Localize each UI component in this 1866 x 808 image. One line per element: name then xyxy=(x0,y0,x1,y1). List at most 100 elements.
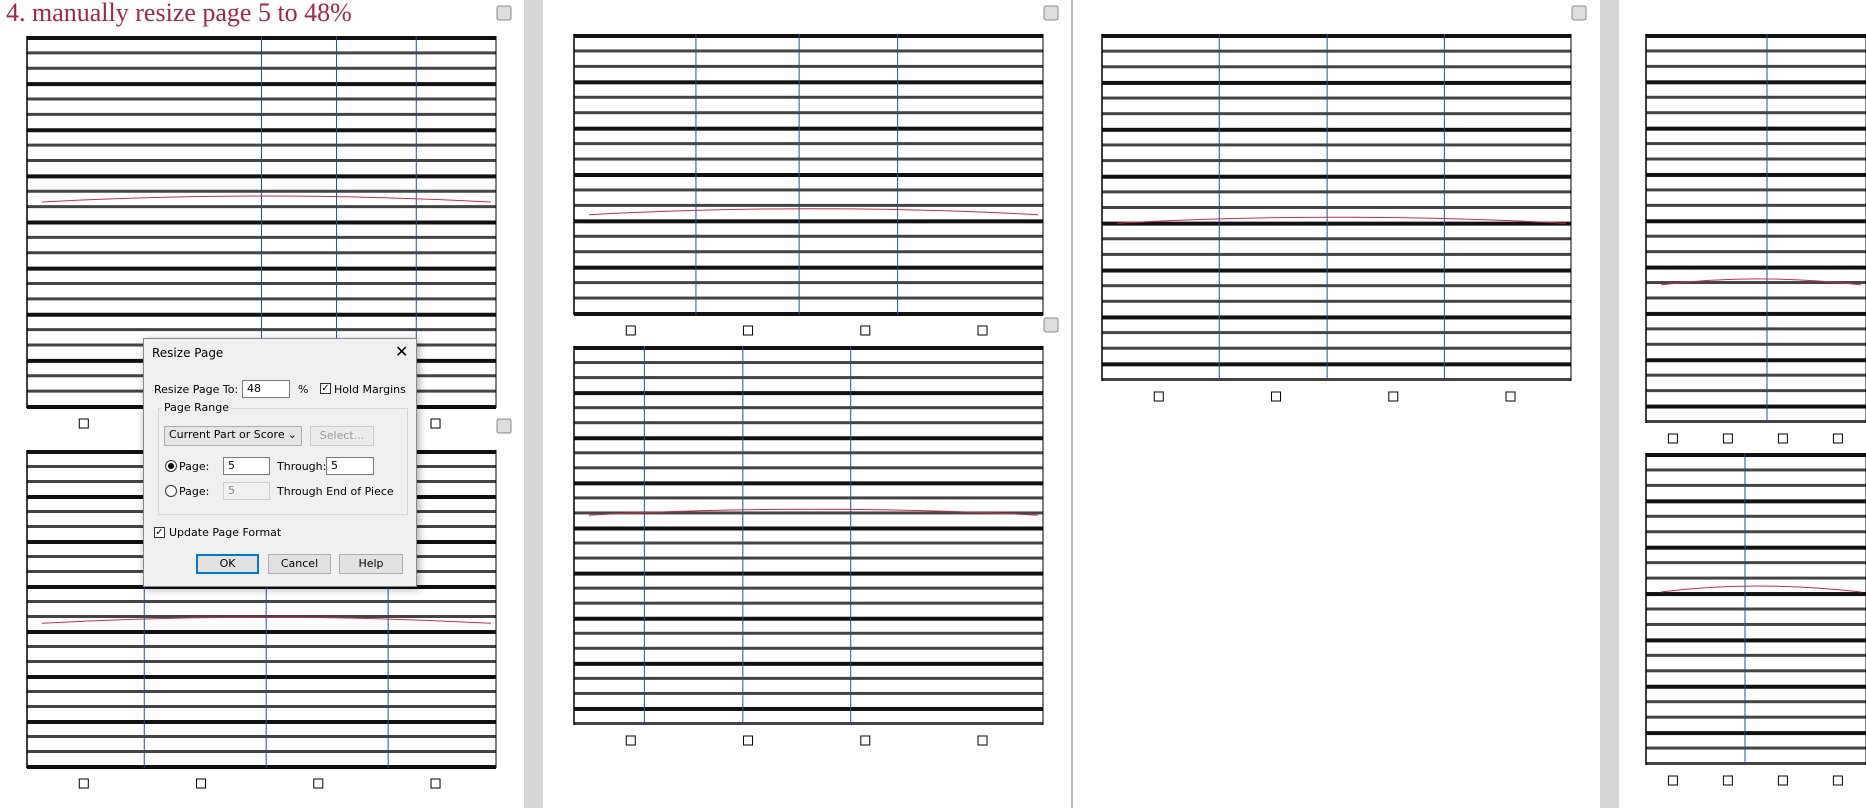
measure-box xyxy=(977,325,988,336)
group-box xyxy=(158,408,408,515)
staff xyxy=(1102,65,1571,69)
staff xyxy=(1646,327,1866,331)
staff xyxy=(574,142,1043,146)
staff xyxy=(574,451,1043,455)
label: Hold Margins xyxy=(334,383,406,396)
staff xyxy=(1646,715,1866,719)
staff xyxy=(574,616,1043,621)
staff xyxy=(574,541,1043,545)
staff xyxy=(574,157,1043,161)
staff xyxy=(1102,34,1571,38)
staff xyxy=(1646,342,1866,346)
staff xyxy=(1102,143,1571,147)
staff xyxy=(1646,576,1866,580)
staff xyxy=(1102,315,1571,320)
help-button[interactable]: Help xyxy=(339,554,403,574)
staff xyxy=(1102,49,1571,53)
resize-input[interactable]: 48 xyxy=(242,380,290,398)
staff xyxy=(1646,746,1866,750)
staff xyxy=(574,64,1043,68)
measure-box xyxy=(743,735,754,746)
measure-box xyxy=(1777,775,1788,786)
measure-box xyxy=(1832,433,1843,444)
staff xyxy=(574,436,1043,441)
measure-box xyxy=(196,778,207,789)
page-radio[interactable] xyxy=(165,485,177,497)
update-format-checkbox[interactable]: ✓ xyxy=(154,527,165,538)
staff xyxy=(1102,299,1571,303)
staff xyxy=(574,661,1043,666)
staff xyxy=(574,706,1043,711)
staff xyxy=(1102,96,1571,100)
hold-margins-checkbox[interactable]: ✓ xyxy=(320,383,331,394)
staff xyxy=(1646,404,1866,409)
dialog-title: Resize Page xyxy=(152,346,224,360)
staff xyxy=(1646,358,1866,363)
select-button[interactable]: Select... xyxy=(310,426,374,446)
staff xyxy=(574,361,1043,365)
range-dropdown[interactable]: Current Part or Score ⌄ xyxy=(164,426,302,446)
staff xyxy=(574,219,1043,224)
staff xyxy=(1646,389,1866,393)
close-button[interactable]: ✕ xyxy=(395,342,409,361)
dropdown-arrow: ⌄ xyxy=(287,428,297,441)
page-from-input[interactable]: 5 xyxy=(223,457,270,475)
page-disabled-input: 5 xyxy=(223,482,270,500)
staff xyxy=(1102,284,1571,288)
staff xyxy=(574,312,1043,316)
staff xyxy=(1646,250,1866,254)
staff xyxy=(27,750,496,753)
staff xyxy=(27,705,496,708)
dropdown-value: Current Part or Score xyxy=(169,428,285,441)
page-radio[interactable] xyxy=(165,460,177,472)
staff xyxy=(27,720,496,724)
staff xyxy=(27,645,496,648)
staff xyxy=(574,80,1043,85)
slur xyxy=(1660,278,1862,286)
slur xyxy=(588,508,1039,516)
staff xyxy=(1646,468,1866,472)
label: Resize Page To: xyxy=(154,383,239,396)
staff xyxy=(574,526,1043,531)
measure-box xyxy=(1505,391,1516,402)
staff xyxy=(574,95,1043,99)
staff xyxy=(1646,64,1866,68)
staff xyxy=(574,722,1043,725)
staff xyxy=(27,585,496,589)
staff xyxy=(1102,190,1571,194)
slur xyxy=(41,195,492,203)
lock-icon xyxy=(496,5,512,21)
ok-button[interactable]: OK xyxy=(196,554,259,574)
staff xyxy=(574,496,1043,500)
staff xyxy=(574,376,1043,380)
staff xyxy=(1102,80,1571,85)
staff xyxy=(574,421,1043,425)
measure-box xyxy=(313,778,324,789)
staff xyxy=(1646,622,1866,626)
cancel-button[interactable]: Cancel xyxy=(268,554,331,574)
measure-box xyxy=(1777,433,1788,444)
staff xyxy=(1646,34,1866,38)
staff xyxy=(1646,311,1866,316)
label: Page: xyxy=(179,460,210,473)
staff xyxy=(1646,111,1866,115)
staff xyxy=(574,406,1043,410)
staff xyxy=(1646,373,1866,377)
staff xyxy=(1102,362,1571,367)
staff xyxy=(1102,378,1571,381)
staff xyxy=(1646,49,1866,53)
staff xyxy=(1646,653,1866,657)
score-page xyxy=(543,0,1071,808)
lock-icon xyxy=(1043,317,1059,333)
staff xyxy=(574,631,1043,635)
staff xyxy=(1646,499,1866,504)
staff xyxy=(27,765,496,769)
page-through-input[interactable]: 5 xyxy=(326,457,374,475)
staff xyxy=(1646,483,1866,487)
staff xyxy=(574,601,1043,605)
measure-box xyxy=(430,778,441,789)
label: Page: xyxy=(179,485,210,498)
staff xyxy=(27,735,496,738)
slur xyxy=(1660,585,1862,593)
staff xyxy=(1646,592,1866,597)
